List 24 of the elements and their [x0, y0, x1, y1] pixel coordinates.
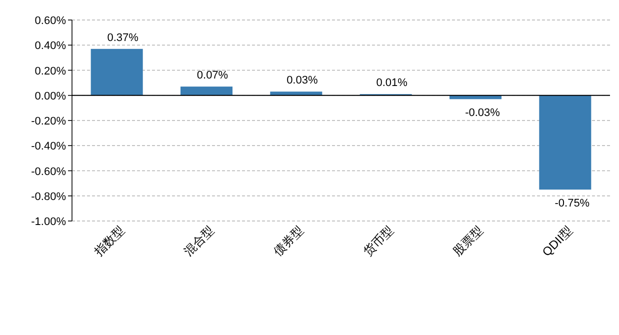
- bar: [90, 48, 143, 96]
- bar: [539, 95, 592, 190]
- data-label: -0.03%: [465, 107, 500, 120]
- y-tick-label: -0.20%: [31, 116, 66, 128]
- y-tick-label: -1.00%: [31, 216, 66, 228]
- x-tick-label: 货币型: [360, 223, 396, 259]
- y-tick-label: 0.20%: [34, 65, 66, 78]
- y-tick-label: -0.40%: [31, 140, 66, 153]
- y-tick-label: -0.80%: [31, 190, 66, 203]
- data-label: -0.75%: [554, 198, 590, 210]
- data-label: 0.37%: [107, 32, 139, 44]
- bar: [270, 92, 322, 96]
- x-tick-label: 指数型: [90, 223, 127, 260]
- x-tick-label: 股票型: [450, 223, 486, 259]
- y-tick-label: 0.00%: [34, 90, 66, 102]
- y-tick-label: 0.40%: [34, 40, 66, 52]
- data-label: 0.07%: [196, 70, 228, 82]
- data-label: 0.03%: [286, 74, 318, 87]
- x-tick-label: 混合型: [181, 223, 217, 259]
- data-label: 0.01%: [376, 77, 408, 90]
- x-tick-label: 债券型: [270, 223, 306, 259]
- bar: [180, 86, 233, 96]
- y-tick-label: -0.60%: [31, 166, 66, 178]
- y-tick-label: 0.60%: [34, 15, 66, 27]
